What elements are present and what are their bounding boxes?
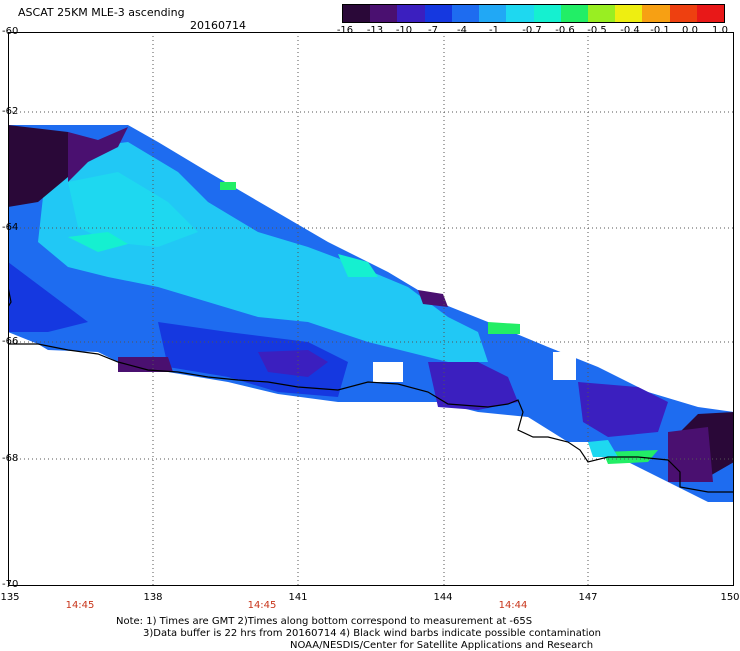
lat-label: -66 [2,336,19,347]
lon-label: 135 [0,592,20,603]
lon-label: 138 [143,592,163,603]
coastline [8,343,734,493]
lat-label: -60 [2,26,19,37]
product-date: 20160714 [190,19,246,32]
lat-label: -70 [2,579,19,590]
colorbar-segment [696,5,724,22]
plot-frame [8,32,734,586]
colorbar-segment [424,5,453,22]
swath-violet [118,357,173,372]
colorbar-label: -0.1 [650,25,670,36]
colorbar-segment [642,5,671,22]
swath-indigo [428,362,518,410]
time-label: 14:45 [65,600,95,611]
swath-violet [418,290,448,307]
colorbar-label: -0.5 [587,25,607,36]
lat-label: -68 [2,453,19,464]
lon-label: 147 [578,592,598,603]
colorbar-segment [343,5,372,22]
colorbar [342,4,725,23]
colorbar-segment [669,5,698,22]
product-title: ASCAT 25KM MLE-3 ascending [18,6,185,19]
swath-gap [373,362,403,382]
colorbar-label: 1.0 [712,25,728,36]
swath-violet [668,427,713,482]
swath-gap [553,352,576,380]
colorbar-label: -13 [366,25,384,36]
colorbar-segment [615,5,644,22]
wind-swath [8,125,734,502]
footer-note: Note: 1) Times are GMT 2)Times along bot… [116,616,533,627]
swath-lightcyan [588,440,618,457]
swath-indigo [578,382,668,437]
colorbar-segment [397,5,426,22]
colorbar-label: -10 [395,25,413,36]
colorbar-segment [370,5,399,22]
map-plot [8,32,734,586]
colorbar-label: -0.7 [522,25,542,36]
colorbar-segment [533,5,562,22]
colorbar-label: -0.6 [555,25,575,36]
swath-indigo [258,350,328,377]
footer-note: 3)Data buffer is 22 hrs from 20160714 4)… [143,628,601,639]
swath-aqua [68,232,128,252]
lat-label: -62 [2,106,19,117]
lon-label: 141 [288,592,308,603]
colorbar-label: -4 [457,25,467,36]
colorbar-segment [506,5,535,22]
colorbar-label: 0.0 [682,25,698,36]
swath-green [488,322,520,334]
swath-violet [68,127,128,182]
time-label: 14:44 [498,600,528,611]
swath-aqua [338,254,378,277]
colorbar-label: -0.4 [620,25,640,36]
time-label: 14:45 [247,600,277,611]
colorbar-label: -16 [336,25,354,36]
lon-label: 150 [720,592,740,603]
colorbar-label: -7 [428,25,438,36]
lat-label: -64 [2,222,19,233]
colorbar-segment [451,5,481,22]
colorbar-segment [560,5,589,22]
lon-label: 144 [433,592,453,603]
swath-darkblue [158,322,348,397]
swath-darkblue [8,262,88,332]
footer-credit: NOAA/NESDIS/Center for Satellite Applica… [290,640,594,651]
swath-green [220,182,236,190]
colorbar-segment [587,5,617,22]
colorbar-label: -1 [489,25,499,36]
colorbar-segment [479,5,508,22]
grid-lines [8,32,734,586]
